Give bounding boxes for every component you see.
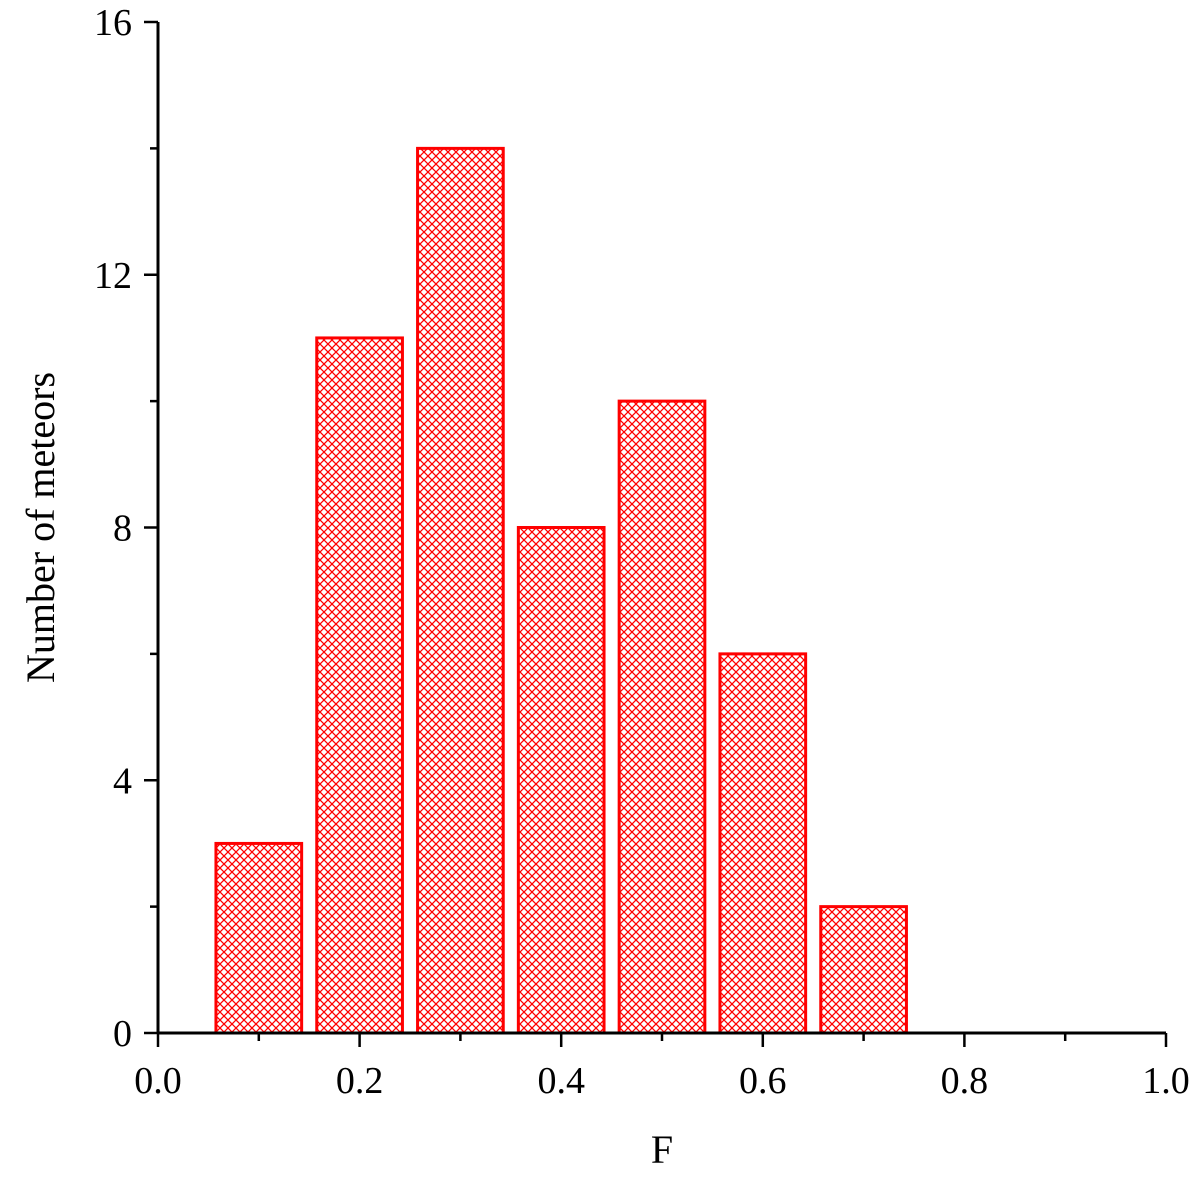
x-tick-label: 0.2 (336, 1060, 384, 1102)
x-tick-label: 0.6 (739, 1060, 787, 1102)
bars-layer (214, 146, 908, 1035)
y-tick-label: 8 (113, 508, 132, 550)
x-axis-title: F (651, 1127, 673, 1172)
bar-0.3 (416, 146, 505, 1035)
y-tick-label: 12 (94, 255, 132, 297)
y-axis-title: Number of meteors (18, 372, 63, 683)
x-tick-label: 1.0 (1142, 1060, 1190, 1102)
bar-0.6 (718, 652, 808, 1035)
bar-0.2 (315, 336, 404, 1035)
bar-0.5 (617, 399, 707, 1035)
ticks-layer: 0.0 0.2 0.4 0.6 0.8 1.0 0 4 8 12 16 (94, 2, 1190, 1102)
bar-0.7 (819, 905, 908, 1035)
y-tick-label: 16 (94, 2, 132, 44)
x-tick-label: 0.8 (941, 1060, 989, 1102)
bar-0.4 (516, 526, 606, 1035)
bar-0.1 (214, 841, 304, 1035)
y-tick-label: 0 (113, 1013, 132, 1055)
y-tick-label: 4 (113, 760, 132, 802)
x-tick-label: 0.0 (134, 1060, 182, 1102)
x-tick-label: 0.4 (537, 1060, 585, 1102)
